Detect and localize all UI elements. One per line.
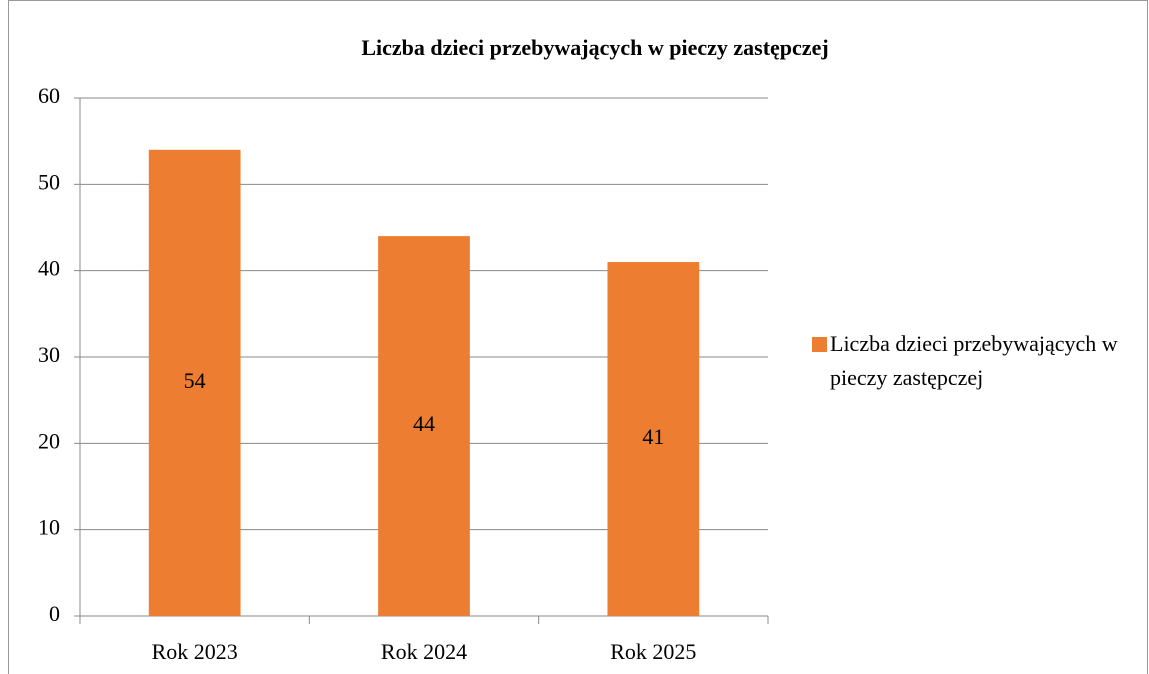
y-tick-label: 60 bbox=[38, 83, 60, 108]
data-label: 44 bbox=[413, 411, 435, 436]
x-tick-label: Rok 2024 bbox=[381, 639, 467, 664]
legend-label: Liczba dzieci przebywających w pieczy za… bbox=[830, 331, 1118, 390]
y-tick-label: 30 bbox=[38, 342, 60, 367]
x-tick-label: Rok 2025 bbox=[610, 639, 696, 664]
y-tick-label: 20 bbox=[38, 428, 60, 453]
data-label: 41 bbox=[642, 424, 664, 449]
legend-swatch bbox=[812, 337, 827, 352]
y-tick-label: 0 bbox=[49, 601, 60, 626]
bar bbox=[607, 262, 700, 616]
y-tick-label: 40 bbox=[38, 256, 60, 281]
legend-entry: Liczba dzieci przebywających w pieczy za… bbox=[830, 331, 1118, 390]
bar bbox=[148, 149, 241, 617]
bar bbox=[378, 236, 470, 616]
data-label: 54 bbox=[184, 368, 206, 393]
chart-title: Liczba dzieci przebywających w pieczy za… bbox=[361, 35, 828, 60]
x-tick-label: Rok 2023 bbox=[152, 639, 238, 664]
y-tick-label: 10 bbox=[38, 515, 60, 540]
y-tick-label: 50 bbox=[38, 169, 60, 194]
